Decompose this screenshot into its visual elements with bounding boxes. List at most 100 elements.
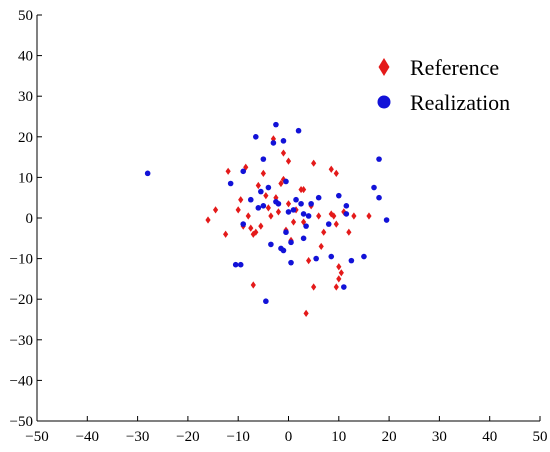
realization-point xyxy=(315,194,322,201)
realization-point xyxy=(144,170,151,177)
realization-point xyxy=(247,196,254,203)
realization-point xyxy=(371,184,377,191)
realization-point xyxy=(313,255,319,262)
realization-point xyxy=(265,184,272,191)
realization-point xyxy=(328,253,335,260)
y-tick-label: 20 xyxy=(18,130,33,146)
realization-point xyxy=(300,235,307,242)
realization-point xyxy=(270,140,277,146)
y-tick-label: 0 xyxy=(26,211,34,227)
reference-point xyxy=(255,181,261,190)
x-tick-label: −30 xyxy=(126,429,149,445)
reference-point xyxy=(223,230,229,238)
reference-point xyxy=(331,212,337,220)
x-tick-label: 0 xyxy=(285,429,293,445)
realization-point xyxy=(303,223,309,229)
realization-point xyxy=(280,138,287,144)
y-tick-label: 40 xyxy=(18,49,33,65)
reference-point xyxy=(285,157,292,165)
realization-point xyxy=(300,211,307,217)
reference-point xyxy=(238,196,244,204)
realization-point xyxy=(288,259,294,266)
y-tick-label: 10 xyxy=(18,170,33,186)
data-points xyxy=(144,121,390,318)
reference-point xyxy=(341,208,347,216)
realization-point xyxy=(308,200,314,207)
x-tick-label: −20 xyxy=(176,429,199,445)
x-tick-label: −10 xyxy=(226,429,249,445)
y-tick-label: 30 xyxy=(18,89,33,105)
reference-point xyxy=(300,218,307,226)
legend-marker-reference xyxy=(378,58,390,76)
x-tick-label: 30 xyxy=(432,429,447,445)
reference-point xyxy=(333,283,339,291)
realization-point xyxy=(285,209,292,215)
reference-point xyxy=(268,212,274,220)
realization-point xyxy=(298,200,304,207)
realization-point xyxy=(336,192,342,199)
reference-point xyxy=(303,309,309,318)
realization-point xyxy=(343,203,350,209)
realization-point xyxy=(255,205,262,211)
reference-point xyxy=(278,179,284,188)
reference-point xyxy=(351,212,357,220)
y-tick-label: 50 xyxy=(18,8,33,24)
x-tick-label: −50 xyxy=(25,429,48,445)
reference-point xyxy=(366,212,372,220)
legend-label-realization: Realization xyxy=(410,90,510,115)
realization-point xyxy=(305,213,312,219)
realization-point xyxy=(283,229,289,236)
realization-point xyxy=(343,211,350,217)
realization-point xyxy=(275,200,282,207)
realization-point xyxy=(273,121,279,128)
realization-point xyxy=(253,134,259,140)
realization-point xyxy=(280,247,287,254)
reference-point xyxy=(263,192,269,200)
legend: Reference Realization xyxy=(377,55,510,115)
reference-point xyxy=(290,218,297,226)
realization-point xyxy=(376,156,382,162)
reference-point xyxy=(333,169,339,177)
legend-marker-realization xyxy=(377,95,391,109)
reference-point xyxy=(212,206,219,214)
reference-point xyxy=(306,257,312,265)
reference-point xyxy=(205,216,211,224)
y-tick-label: −50 xyxy=(10,414,33,430)
realization-point xyxy=(260,156,267,162)
x-tick-label: −40 xyxy=(76,429,99,445)
y-tick-label: −20 xyxy=(10,292,33,308)
reference-point xyxy=(318,242,324,251)
realization-point xyxy=(237,261,244,268)
reference-point xyxy=(270,135,277,143)
realization-point xyxy=(325,221,332,227)
reference-point xyxy=(311,283,317,291)
reference-point xyxy=(338,269,344,277)
realization-point xyxy=(290,207,297,213)
realization-point xyxy=(376,194,382,201)
realization-point xyxy=(232,261,239,268)
realization-point xyxy=(295,127,302,134)
realization-point xyxy=(227,180,234,187)
reference-point xyxy=(275,208,282,216)
x-tick-label: 40 xyxy=(482,429,497,445)
x-tick-label: 50 xyxy=(533,429,548,445)
reference-point xyxy=(333,220,339,228)
x-tick-label: 10 xyxy=(331,429,346,445)
reference-point xyxy=(285,200,292,208)
realization-point xyxy=(258,188,264,195)
realization-point xyxy=(288,239,294,246)
realization-point xyxy=(240,221,247,227)
realization-point xyxy=(293,196,299,203)
realization-point xyxy=(268,241,274,248)
reference-point xyxy=(265,204,271,212)
realization-point xyxy=(260,203,267,209)
reference-point xyxy=(280,175,287,184)
x-tick-label: 20 xyxy=(382,429,397,445)
realization-point xyxy=(283,178,289,185)
realization-point xyxy=(348,257,355,264)
legend-label-reference: Reference xyxy=(410,55,499,80)
realization-point xyxy=(341,284,347,290)
reference-point xyxy=(300,185,307,194)
reference-point xyxy=(248,224,254,232)
